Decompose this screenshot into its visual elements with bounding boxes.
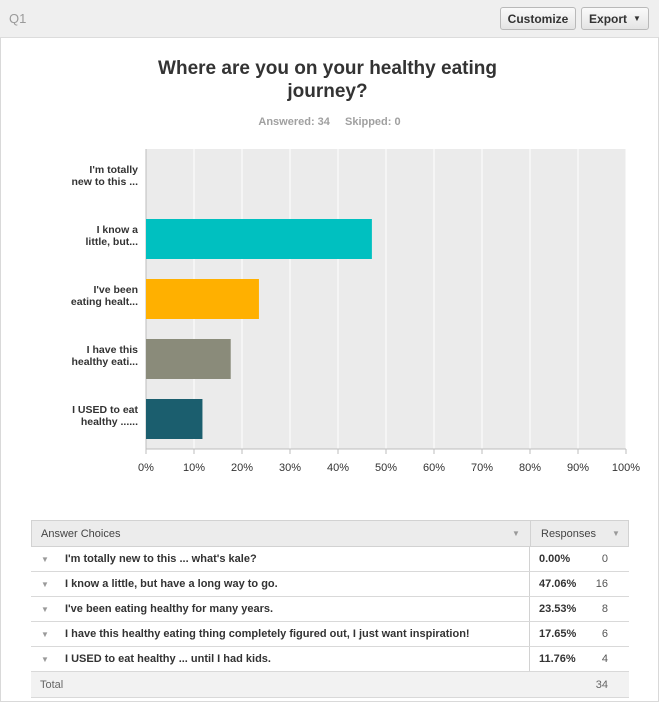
customize-button[interactable]: Customize [500, 7, 576, 30]
question-toolbar: Q1 Customize Export ▼ [0, 0, 659, 38]
expand-row-icon[interactable]: ▼ [41, 630, 49, 639]
responses-header[interactable]: Responses [541, 528, 597, 540]
expand-row-icon[interactable]: ▼ [41, 605, 49, 614]
x-tick-label: 0% [138, 462, 154, 474]
bar [146, 399, 203, 439]
sort-answer-icon[interactable]: ▼ [512, 529, 520, 538]
category-label: healthy ...... [81, 416, 138, 428]
table-body: ▼ I'm totally new to this ... what's kale… [31, 547, 629, 672]
expand-row-icon[interactable]: ▼ [41, 580, 49, 589]
x-tick-label: 70% [471, 462, 493, 474]
question-title: Where are you on your healthy eating jou… [158, 58, 497, 102]
category-label: eating healt... [71, 296, 138, 308]
expand-row-icon[interactable]: ▼ [41, 555, 49, 564]
x-tick-label: 40% [327, 462, 349, 474]
column-divider [529, 572, 530, 596]
total-label: Total [40, 679, 64, 691]
question-number: Q1 [9, 11, 27, 26]
response-percent: 23.53% [539, 603, 577, 615]
answer-choice-label: I know a little, but have a long way to … [65, 578, 278, 590]
category-label: healthy eati... [71, 356, 138, 368]
response-percent: 11.76% [539, 653, 576, 665]
answer-choice-label: I have this healthy eating thing complet… [65, 628, 470, 640]
response-percent: 17.65% [539, 628, 577, 640]
x-tick-label: 90% [567, 462, 589, 474]
response-count: 8 [601, 603, 608, 615]
category-label: I have this [87, 344, 139, 356]
category-label: I've been [93, 284, 138, 296]
bar [146, 219, 372, 259]
category-label: I know a [97, 224, 139, 236]
header-divider [530, 521, 531, 546]
response-count: 0 [601, 553, 608, 565]
column-divider [529, 597, 530, 621]
results-table: Answer Choices ▼ Responses ▼ ▼ I'm totall… [31, 520, 629, 698]
x-tick-label: 50% [375, 462, 397, 474]
table-row: ▼ I USED to eat healthy ... until I had k… [31, 647, 629, 672]
answer-choice-label: I USED to eat healthy ... until I had ki… [65, 653, 271, 665]
x-tick-label: 80% [519, 462, 541, 474]
x-tick-label: 30% [279, 462, 301, 474]
x-tick-label: 60% [423, 462, 445, 474]
x-tick-label: 20% [231, 462, 253, 474]
x-tick-label: 100% [612, 462, 640, 474]
column-divider [529, 622, 530, 646]
column-divider [529, 647, 530, 671]
table-row: ▼ I'm totally new to this ... what's kale… [31, 547, 629, 572]
table-row: ▼ I know a little, but have a long way to… [31, 572, 629, 597]
category-label: I USED to eat [72, 404, 138, 416]
response-count: 4 [601, 653, 608, 665]
expand-row-icon[interactable]: ▼ [41, 655, 49, 664]
bar [146, 339, 231, 379]
total-value: 34 [595, 679, 608, 691]
table-row: ▼ I have this healthy eating thing comple… [31, 622, 629, 647]
column-divider [529, 547, 530, 571]
answer-choice-label: I've been eating healthy for many years. [65, 603, 274, 615]
response-percent: 0.00% [539, 553, 571, 565]
x-tick-label: 10% [183, 462, 205, 474]
category-label: new to this ... [71, 176, 138, 188]
table-header: Answer Choices ▼ Responses ▼ [31, 520, 629, 547]
chevron-down-icon: ▼ [633, 14, 641, 23]
skipped-count: Skipped: 0 [344, 116, 401, 128]
answer-choice-label: I'm totally new to this ... what's kale? [65, 553, 257, 565]
category-label: I'm totally [89, 164, 138, 176]
response-percent: 47.06% [539, 578, 577, 590]
response-stats: Answered: 34 Skipped: 0 [0, 116, 659, 128]
response-count: 6 [601, 628, 608, 640]
bar-chart: 0% 10% 20% 30% 40% 50% 60% 70% 80% 90% 100% I'm tot… [71, 149, 640, 474]
answer-choices-header[interactable]: Answer Choices [41, 528, 121, 540]
table-total-row: Total 34 [31, 672, 629, 698]
category-label: little, but... [86, 236, 139, 248]
response-count: 16 [595, 578, 608, 590]
sort-responses-icon[interactable]: ▼ [612, 529, 620, 538]
table-row: ▼ I've been eating healthy for many years… [31, 597, 629, 622]
export-label: Export [589, 11, 628, 26]
bar [146, 279, 259, 319]
export-button[interactable]: Export ▼ [581, 7, 649, 30]
answered-count: Answered: 34 [258, 116, 330, 128]
